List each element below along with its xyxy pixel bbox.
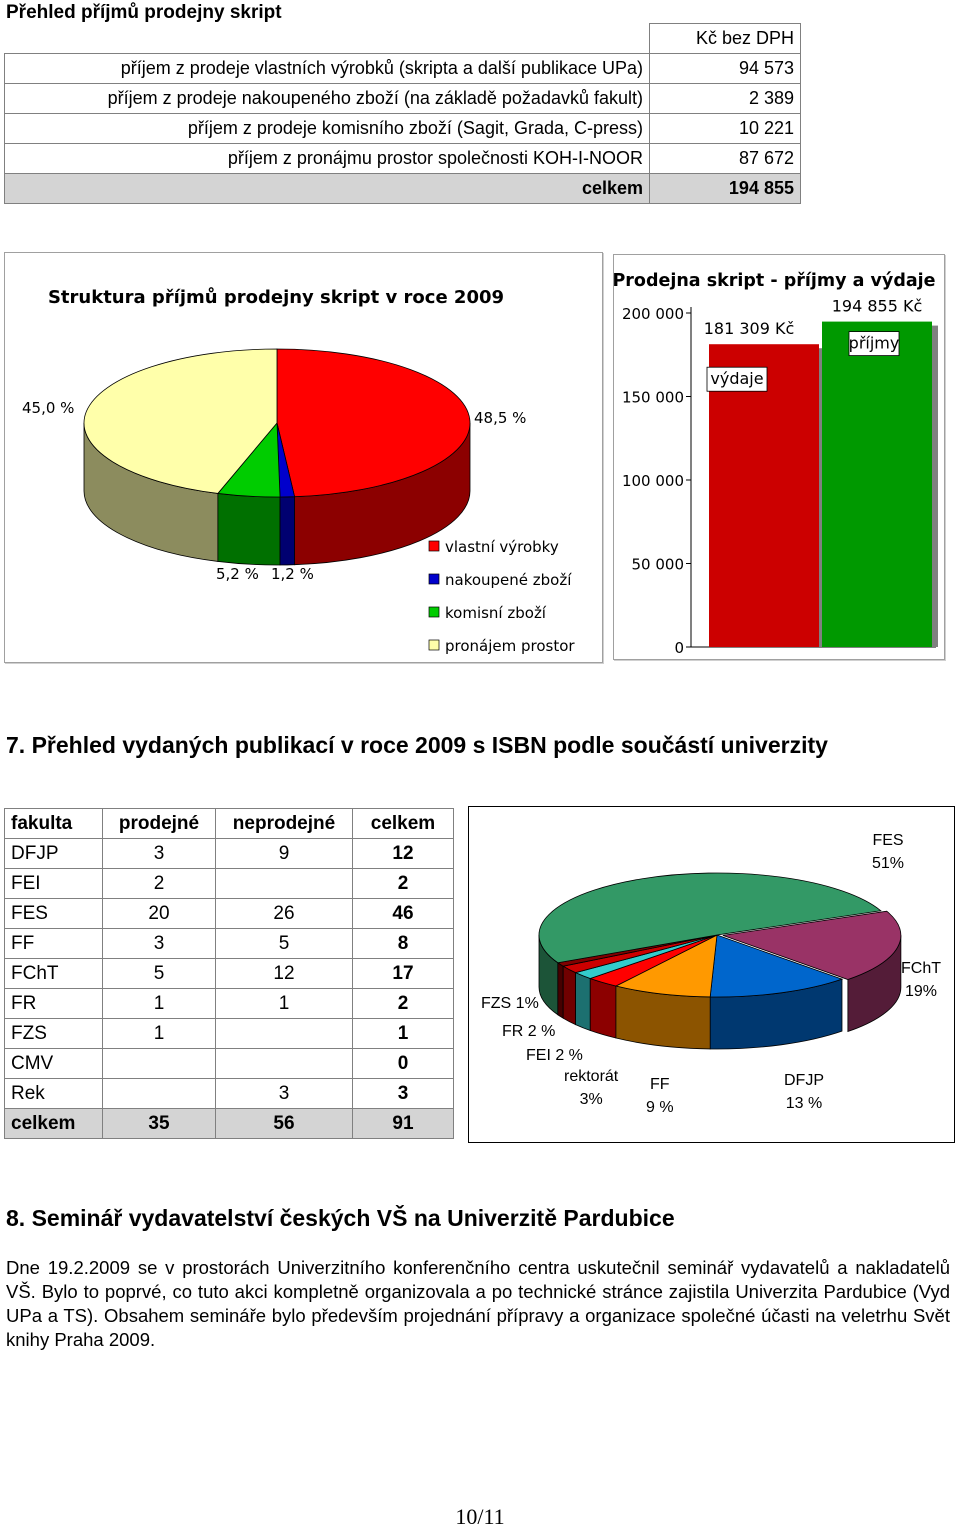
income-row: příjem z prodeje nakoupeného zboží (na z… xyxy=(4,83,801,114)
bar-chart-svg: Prodejna skript - příjmy a výdaje 0 50 00… xyxy=(612,271,938,657)
bar-prijmy xyxy=(822,321,932,647)
table-row: FR 1 1 2 xyxy=(4,988,454,1019)
income-row: příjem z prodeje vlastních výrobků (skri… xyxy=(4,53,801,84)
legend-item-pronajem: pronájem prostor xyxy=(445,637,575,655)
pie-legend: vlastní výrobky nakoupené zboží komisní … xyxy=(428,538,575,655)
legend-item-vlastni: vlastní výrobky xyxy=(445,538,559,556)
pie-slice-dfjp xyxy=(709,934,844,998)
pie-label-fzs: FZS 1% xyxy=(481,995,539,1012)
pie-slice-fcht xyxy=(722,910,902,980)
pie-label-rektorat: rektorát 3% xyxy=(564,1068,619,1108)
bar-category-box-prijmy xyxy=(848,331,900,356)
pie-side-komisni-zbozi xyxy=(217,492,281,566)
y-tick-label: 50 000 xyxy=(632,556,685,574)
table-row: FZS 1 1 xyxy=(4,1018,454,1049)
bar-category-label-prijmy: příjmy xyxy=(849,334,900,353)
pie-label-vlastni: 48,5 % xyxy=(474,409,526,427)
pie-label-fr: FR 2 % xyxy=(502,1023,556,1040)
pie-side-fei xyxy=(575,972,591,1032)
faculty-pie-chart: FES 51% FChT 19% DFJP 13 % FF 9 % rektorát 3%… xyxy=(468,806,955,1143)
legend-swatch-nakoupene xyxy=(428,573,440,585)
pie-side-fzs xyxy=(557,961,564,1019)
bar-category-label-vydaje: výdaje xyxy=(710,369,763,388)
income-row: příjem z prodeje komisního zboží (Sagit,… xyxy=(4,113,801,144)
legend-item-komisni: komisní zboží xyxy=(445,604,547,622)
income-heading: Přehled příjmů prodejny skript xyxy=(6,2,282,23)
pie-slice-pronajem-prostor xyxy=(83,348,278,494)
publications-table: fakulta prodejné neprodejné celkem DFJP 3… xyxy=(4,808,454,1139)
table-row: CMV 0 xyxy=(4,1048,454,1079)
currency-header: Kč bez DPH xyxy=(649,23,801,54)
pie-slice-ff xyxy=(614,934,718,998)
pie-side-fr xyxy=(562,965,576,1026)
pie-label-fei: FEI 2 % xyxy=(526,1047,583,1064)
income-total-row: celkem 194 855 xyxy=(4,173,801,204)
pie-label-pronajem: 45,0 % xyxy=(22,399,74,417)
bar-vydaje xyxy=(709,344,819,647)
bar-value-label-prijmy: 194 855 Kč xyxy=(832,297,923,316)
pie-label-fcht: FChT 19% xyxy=(901,960,941,1000)
table-total-row: celkem 35 56 91 xyxy=(4,1108,454,1139)
bar-chart-title: Prodejna skript - příjmy a výdaje xyxy=(614,271,936,291)
section8-heading: 8. Seminář vydavatelství českých VŠ na U… xyxy=(6,1205,675,1231)
table-row: DFJP 3 9 12 xyxy=(4,838,454,869)
legend-swatch-pronajem xyxy=(428,639,440,651)
table-row: Rek 3 3 xyxy=(4,1078,454,1109)
section7-heading: 7. Přehled vydaných publikací v roce 200… xyxy=(6,732,828,758)
pie-label-ff: FF 9 % xyxy=(646,1076,674,1116)
table-header-row: fakulta prodejné neprodejné celkem xyxy=(4,808,454,839)
pie-title: Struktura příjmů prodejny skript v roce … xyxy=(48,286,504,308)
pie-slice-vlastni-vyrobky xyxy=(276,348,471,498)
pie-side-rektorat xyxy=(589,977,617,1039)
y-tick-label: 100 000 xyxy=(622,472,684,490)
table-row: FF 3 5 8 xyxy=(4,928,454,959)
income-row: příjem z pronájmu prostor společnosti KO… xyxy=(4,143,801,174)
seminar-paragraph: Dne 19.2.2009 se v prostorách Univerzitn… xyxy=(6,1257,950,1350)
pie-label-komisni: 5,2 % xyxy=(216,565,259,583)
faculty-pie-svg xyxy=(538,872,902,1050)
y-tick-label: 150 000 xyxy=(622,389,684,407)
pie-label-fes: FES 51% xyxy=(872,832,905,872)
table-row: FES 20 26 46 xyxy=(4,898,454,929)
income-pie-svg: Struktura příjmů prodejny skript v roce … xyxy=(22,286,575,655)
income-pie-chart: Struktura příjmů prodejny skript v roce … xyxy=(4,252,603,663)
bar-value-label-vydaje: 181 309 Kč xyxy=(704,319,795,338)
legend-item-nakoupene: nakoupené zboží xyxy=(445,571,572,589)
bar-category-box-vydaje xyxy=(706,366,768,392)
pie-slice-fes xyxy=(538,872,882,964)
pie-side-nakoupene-zbozi xyxy=(279,496,295,566)
legend-swatch-komisni xyxy=(428,606,440,618)
table-row: FChT 5 12 17 xyxy=(4,958,454,989)
legend-swatch-vlastni xyxy=(428,540,440,552)
page-number: 10/11 xyxy=(455,1504,505,1529)
income-table: Kč bez DPH příjem z prodeje vlastních vý… xyxy=(4,23,801,204)
income-expense-bar-chart: Prodejna skript - příjmy a výdaje 0 50 00… xyxy=(612,254,945,660)
pie-label-nakoupene: 1,2 % xyxy=(271,565,314,583)
pie-label-dfjp: DFJP 13 % xyxy=(784,1072,824,1112)
y-tick-label: 0 xyxy=(674,639,684,657)
table-row: FEI 2 2 xyxy=(4,868,454,899)
y-tick-label: 200 000 xyxy=(622,305,684,323)
